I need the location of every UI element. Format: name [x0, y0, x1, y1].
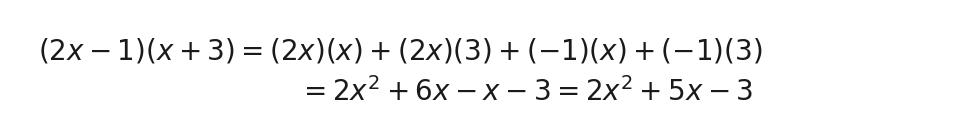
Text: $= 2x^2 + 6x - x - 3 = 2x^2 + 5x - 3$: $= 2x^2 + 6x - x - 3 = 2x^2 + 5x - 3$ [298, 78, 753, 107]
Text: $(2x-1)(x+3) = (2x)(x) + (2x)(3) + (-1)(x) + (-1)(3)$: $(2x-1)(x+3) = (2x)(x) + (2x)(3) + (-1)(… [38, 37, 763, 66]
